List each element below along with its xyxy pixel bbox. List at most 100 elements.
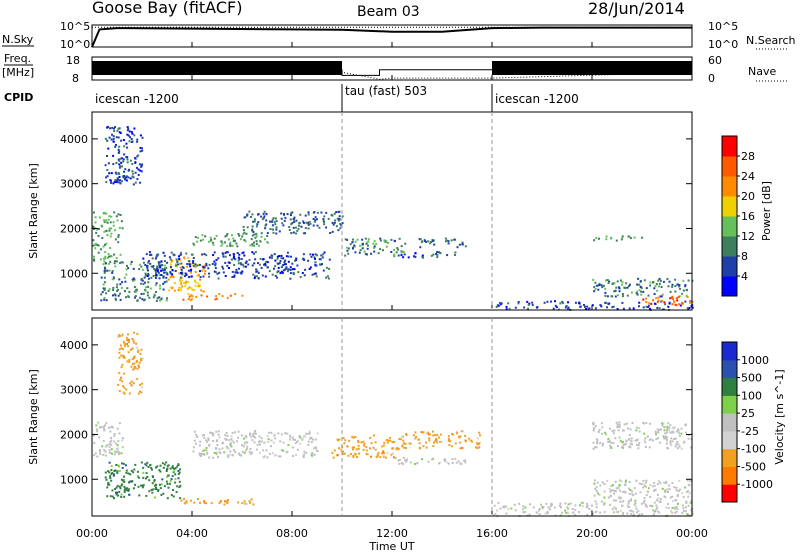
range-cell bbox=[234, 293, 237, 295]
range-cell bbox=[153, 294, 156, 297]
range-cell bbox=[187, 298, 190, 300]
range-cell bbox=[140, 293, 143, 295]
range-cell bbox=[103, 271, 106, 274]
range-cell bbox=[101, 237, 104, 239]
range-cell bbox=[270, 445, 272, 448]
range-cell bbox=[310, 437, 313, 440]
range-cell bbox=[661, 299, 664, 302]
range-cell bbox=[657, 279, 660, 282]
range-cell bbox=[115, 172, 118, 175]
range-cell bbox=[423, 240, 426, 242]
range-cell bbox=[99, 450, 101, 453]
range-cell bbox=[564, 509, 567, 512]
range-cell bbox=[351, 446, 354, 449]
range-cell bbox=[287, 444, 290, 447]
range-cell bbox=[144, 264, 147, 266]
range-cell bbox=[121, 333, 124, 335]
range-cell bbox=[139, 150, 142, 153]
range-cell bbox=[248, 433, 251, 436]
range-cell bbox=[535, 511, 538, 514]
range-cell bbox=[95, 424, 98, 427]
range-cell bbox=[117, 152, 120, 154]
range-cell bbox=[478, 431, 481, 434]
range-cell bbox=[151, 257, 154, 260]
y-tick-label: 1000 bbox=[60, 267, 88, 280]
range-cell bbox=[260, 266, 263, 269]
range-cell bbox=[620, 441, 623, 444]
range-cell bbox=[643, 432, 646, 435]
range-cell bbox=[623, 423, 626, 426]
range-cell bbox=[627, 235, 630, 238]
range-cell bbox=[666, 439, 668, 442]
range-cell bbox=[161, 267, 164, 270]
range-cell bbox=[140, 278, 143, 280]
range-cell bbox=[331, 451, 334, 454]
range-cell bbox=[116, 283, 119, 286]
range-cell bbox=[677, 443, 680, 446]
range-cell bbox=[404, 460, 407, 463]
range-cell bbox=[215, 447, 218, 450]
range-cell bbox=[579, 305, 582, 308]
range-cell bbox=[685, 294, 688, 297]
range-cell bbox=[682, 442, 685, 444]
range-cell bbox=[309, 222, 312, 225]
range-cell bbox=[253, 277, 256, 280]
range-cell bbox=[402, 446, 405, 449]
range-cell bbox=[300, 225, 303, 228]
range-cell bbox=[117, 241, 120, 244]
range-cell bbox=[272, 217, 275, 220]
range-cell bbox=[367, 238, 370, 241]
range-cell bbox=[205, 439, 207, 442]
range-cell bbox=[376, 453, 379, 456]
range-cell bbox=[199, 278, 202, 281]
range-cell bbox=[315, 218, 318, 221]
range-cell bbox=[163, 268, 166, 271]
range-cell bbox=[666, 429, 669, 432]
range-cell bbox=[636, 283, 639, 286]
range-cell bbox=[672, 431, 675, 434]
range-cell bbox=[603, 503, 606, 506]
range-cell bbox=[645, 301, 648, 303]
range-cell bbox=[168, 289, 171, 292]
range-cell bbox=[461, 241, 464, 244]
range-cell bbox=[225, 234, 228, 237]
range-cell bbox=[273, 434, 276, 437]
range-cell bbox=[215, 430, 218, 433]
range-cell bbox=[190, 275, 193, 278]
range-cell bbox=[248, 450, 251, 453]
range-cell bbox=[94, 216, 97, 219]
range-cell bbox=[115, 136, 118, 139]
range-cell bbox=[621, 504, 624, 507]
range-cell bbox=[127, 472, 130, 475]
range-cell bbox=[369, 436, 372, 439]
range-cell bbox=[253, 233, 256, 236]
range-cell bbox=[122, 354, 125, 357]
range-cell bbox=[187, 287, 190, 290]
range-cell bbox=[276, 262, 279, 265]
range-cell bbox=[649, 281, 652, 284]
range-cell bbox=[105, 176, 108, 179]
range-cell bbox=[647, 304, 650, 307]
range-cell bbox=[214, 262, 217, 265]
range-cell bbox=[165, 267, 168, 269]
range-cell bbox=[190, 253, 193, 256]
range-cell bbox=[255, 268, 258, 271]
range-cell bbox=[444, 458, 447, 461]
range-cell bbox=[396, 247, 399, 250]
range-cell bbox=[338, 215, 341, 218]
range-cell bbox=[178, 255, 180, 258]
range-cell bbox=[636, 443, 638, 446]
range-cell bbox=[219, 452, 222, 455]
range-cell bbox=[137, 485, 140, 488]
range-cell bbox=[313, 273, 315, 276]
range-cell bbox=[456, 246, 459, 249]
range-cell bbox=[605, 301, 608, 304]
range-cell bbox=[172, 276, 175, 278]
range-cell bbox=[373, 245, 376, 248]
range-cell bbox=[595, 490, 598, 492]
range-cell bbox=[107, 426, 110, 429]
colorbar-tick-label: -1000 bbox=[741, 478, 773, 491]
range-cell bbox=[222, 441, 224, 444]
range-cell bbox=[118, 127, 121, 130]
range-cell bbox=[259, 452, 261, 454]
